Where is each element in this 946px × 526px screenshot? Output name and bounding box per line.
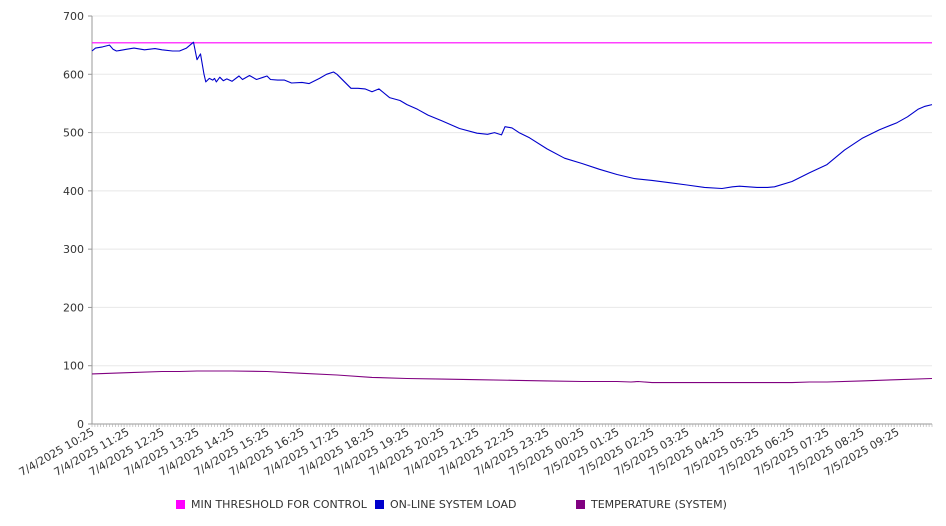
- grid-lines: [92, 15, 932, 425]
- y-tick-label: 100: [63, 360, 84, 373]
- legend-label: TEMPERATURE (SYSTEM): [591, 498, 727, 511]
- y-tick-label: 200: [63, 301, 84, 314]
- legend-swatch: [176, 500, 185, 509]
- legend-item: TEMPERATURE (SYSTEM): [576, 498, 727, 511]
- series-lines: [91, 41, 933, 384]
- legend-swatch: [375, 500, 384, 509]
- series-line-1: [91, 41, 933, 190]
- legend-item: MIN THRESHOLD FOR CONTROL: [176, 498, 367, 511]
- legend-item: ON-LINE SYSTEM LOAD: [375, 498, 516, 511]
- y-tick-label: 400: [63, 185, 84, 198]
- y-tick-label: 600: [63, 68, 84, 81]
- series-line-2: [91, 370, 933, 384]
- axes: [88, 15, 933, 427]
- y-tick-label: 700: [63, 10, 84, 23]
- chart-legend: MIN THRESHOLD FOR CONTROL ON-LINE SYSTEM …: [0, 498, 946, 514]
- y-tick-label: 300: [63, 243, 84, 256]
- legend-label: ON-LINE SYSTEM LOAD: [390, 498, 517, 511]
- legend-swatch: [576, 500, 585, 509]
- y-tick-label: 0: [77, 418, 84, 431]
- legend-label: MIN THRESHOLD FOR CONTROL: [191, 498, 367, 511]
- y-tick-label: 500: [63, 127, 84, 140]
